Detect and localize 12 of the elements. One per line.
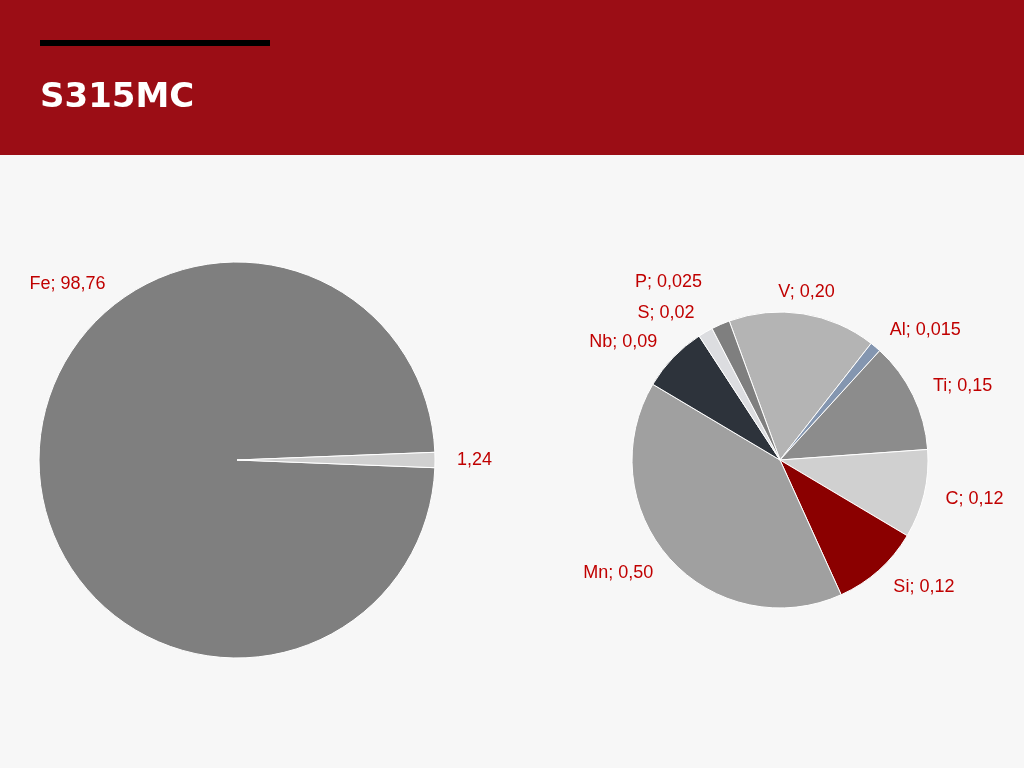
slice-label: P; 0,025 bbox=[635, 271, 703, 292]
slice-label: Fe; 98,76 bbox=[29, 272, 106, 293]
slice-label: Nb; 0,09 bbox=[589, 331, 658, 352]
slice-label: Mn; 0,50 bbox=[583, 562, 654, 583]
slice-label: V; 0,20 bbox=[778, 281, 835, 302]
slice-label: Ti; 0,15 bbox=[932, 374, 993, 395]
slice-label: Al; 0,015 bbox=[889, 319, 961, 340]
data-label: 1,24 bbox=[457, 449, 493, 469]
chart-title: S315MC bbox=[40, 75, 195, 115]
slice-label: C; 0,12 bbox=[945, 488, 1004, 509]
slice-label: S; 0,02 bbox=[637, 302, 695, 323]
slice-label: Si; 0,12 bbox=[893, 575, 955, 596]
